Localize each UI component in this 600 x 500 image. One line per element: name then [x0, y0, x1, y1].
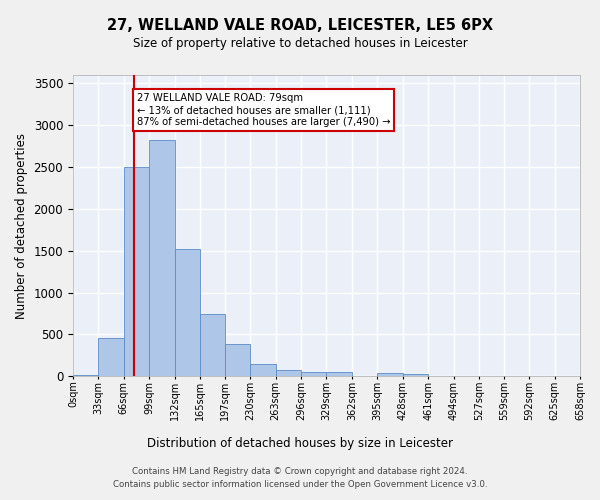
Text: 27, WELLAND VALE ROAD, LEICESTER, LE5 6PX: 27, WELLAND VALE ROAD, LEICESTER, LE5 6P… — [107, 18, 493, 32]
Bar — [149, 140, 175, 376]
Bar — [403, 374, 428, 376]
Bar — [73, 374, 98, 376]
Text: 27 WELLAND VALE ROAD: 79sqm
← 13% of detached houses are smaller (1,111)
87% of : 27 WELLAND VALE ROAD: 79sqm ← 13% of det… — [137, 94, 391, 126]
Text: Contains HM Land Registry data © Crown copyright and database right 2024.: Contains HM Land Registry data © Crown c… — [132, 467, 468, 476]
Bar — [225, 344, 250, 376]
Bar — [250, 364, 275, 376]
Bar — [175, 249, 200, 376]
Text: Contains public sector information licensed under the Open Government Licence v3: Contains public sector information licen… — [113, 480, 487, 489]
Bar — [377, 372, 403, 376]
Bar — [98, 338, 124, 376]
Bar — [326, 372, 352, 376]
Text: Distribution of detached houses by size in Leicester: Distribution of detached houses by size … — [147, 438, 453, 450]
Y-axis label: Number of detached properties: Number of detached properties — [15, 132, 28, 318]
Text: Size of property relative to detached houses in Leicester: Size of property relative to detached ho… — [133, 38, 467, 51]
Bar — [275, 370, 301, 376]
Bar — [301, 372, 326, 376]
Bar — [124, 167, 149, 376]
Bar — [200, 314, 225, 376]
